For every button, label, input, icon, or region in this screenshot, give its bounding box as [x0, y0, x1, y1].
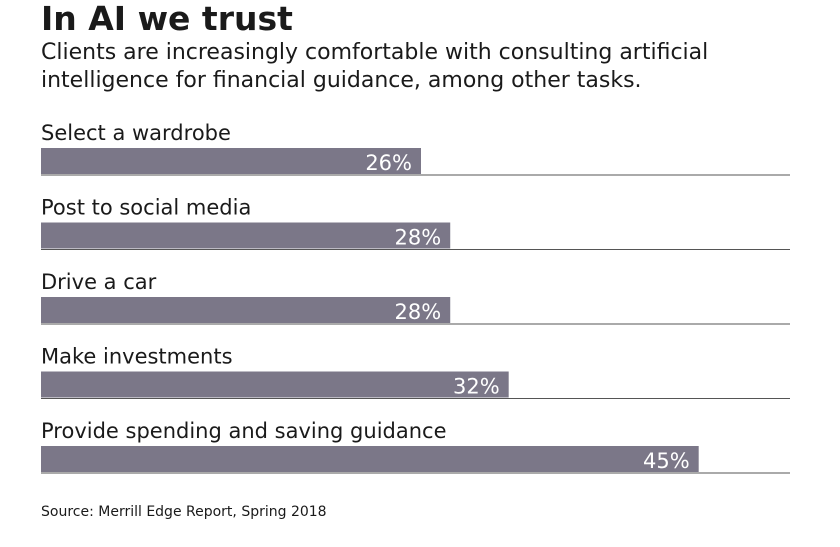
value-label: 26%	[365, 151, 412, 175]
bar	[41, 446, 699, 472]
bar	[41, 371, 509, 398]
chart-title: In AI we trust	[41, 0, 293, 38]
value-label: 45%	[643, 449, 690, 473]
bar	[41, 297, 451, 323]
value-label: 28%	[395, 226, 442, 250]
chart-subtitle: Clients are increasingly comfortable wit…	[41, 40, 709, 93]
bar	[41, 148, 421, 174]
category-label: Provide spending and saving guidance	[41, 419, 447, 443]
value-label: 32%	[453, 375, 500, 399]
category-label: Select a wardrobe	[41, 121, 231, 145]
category-label: Make investments	[41, 345, 233, 369]
bar	[41, 222, 451, 249]
value-label: 28%	[395, 300, 442, 324]
source-note: Source: Merrill Edge Report, Spring 2018	[41, 504, 327, 520]
category-label: Post to social media	[41, 196, 251, 220]
category-label: Drive a car	[41, 270, 157, 294]
